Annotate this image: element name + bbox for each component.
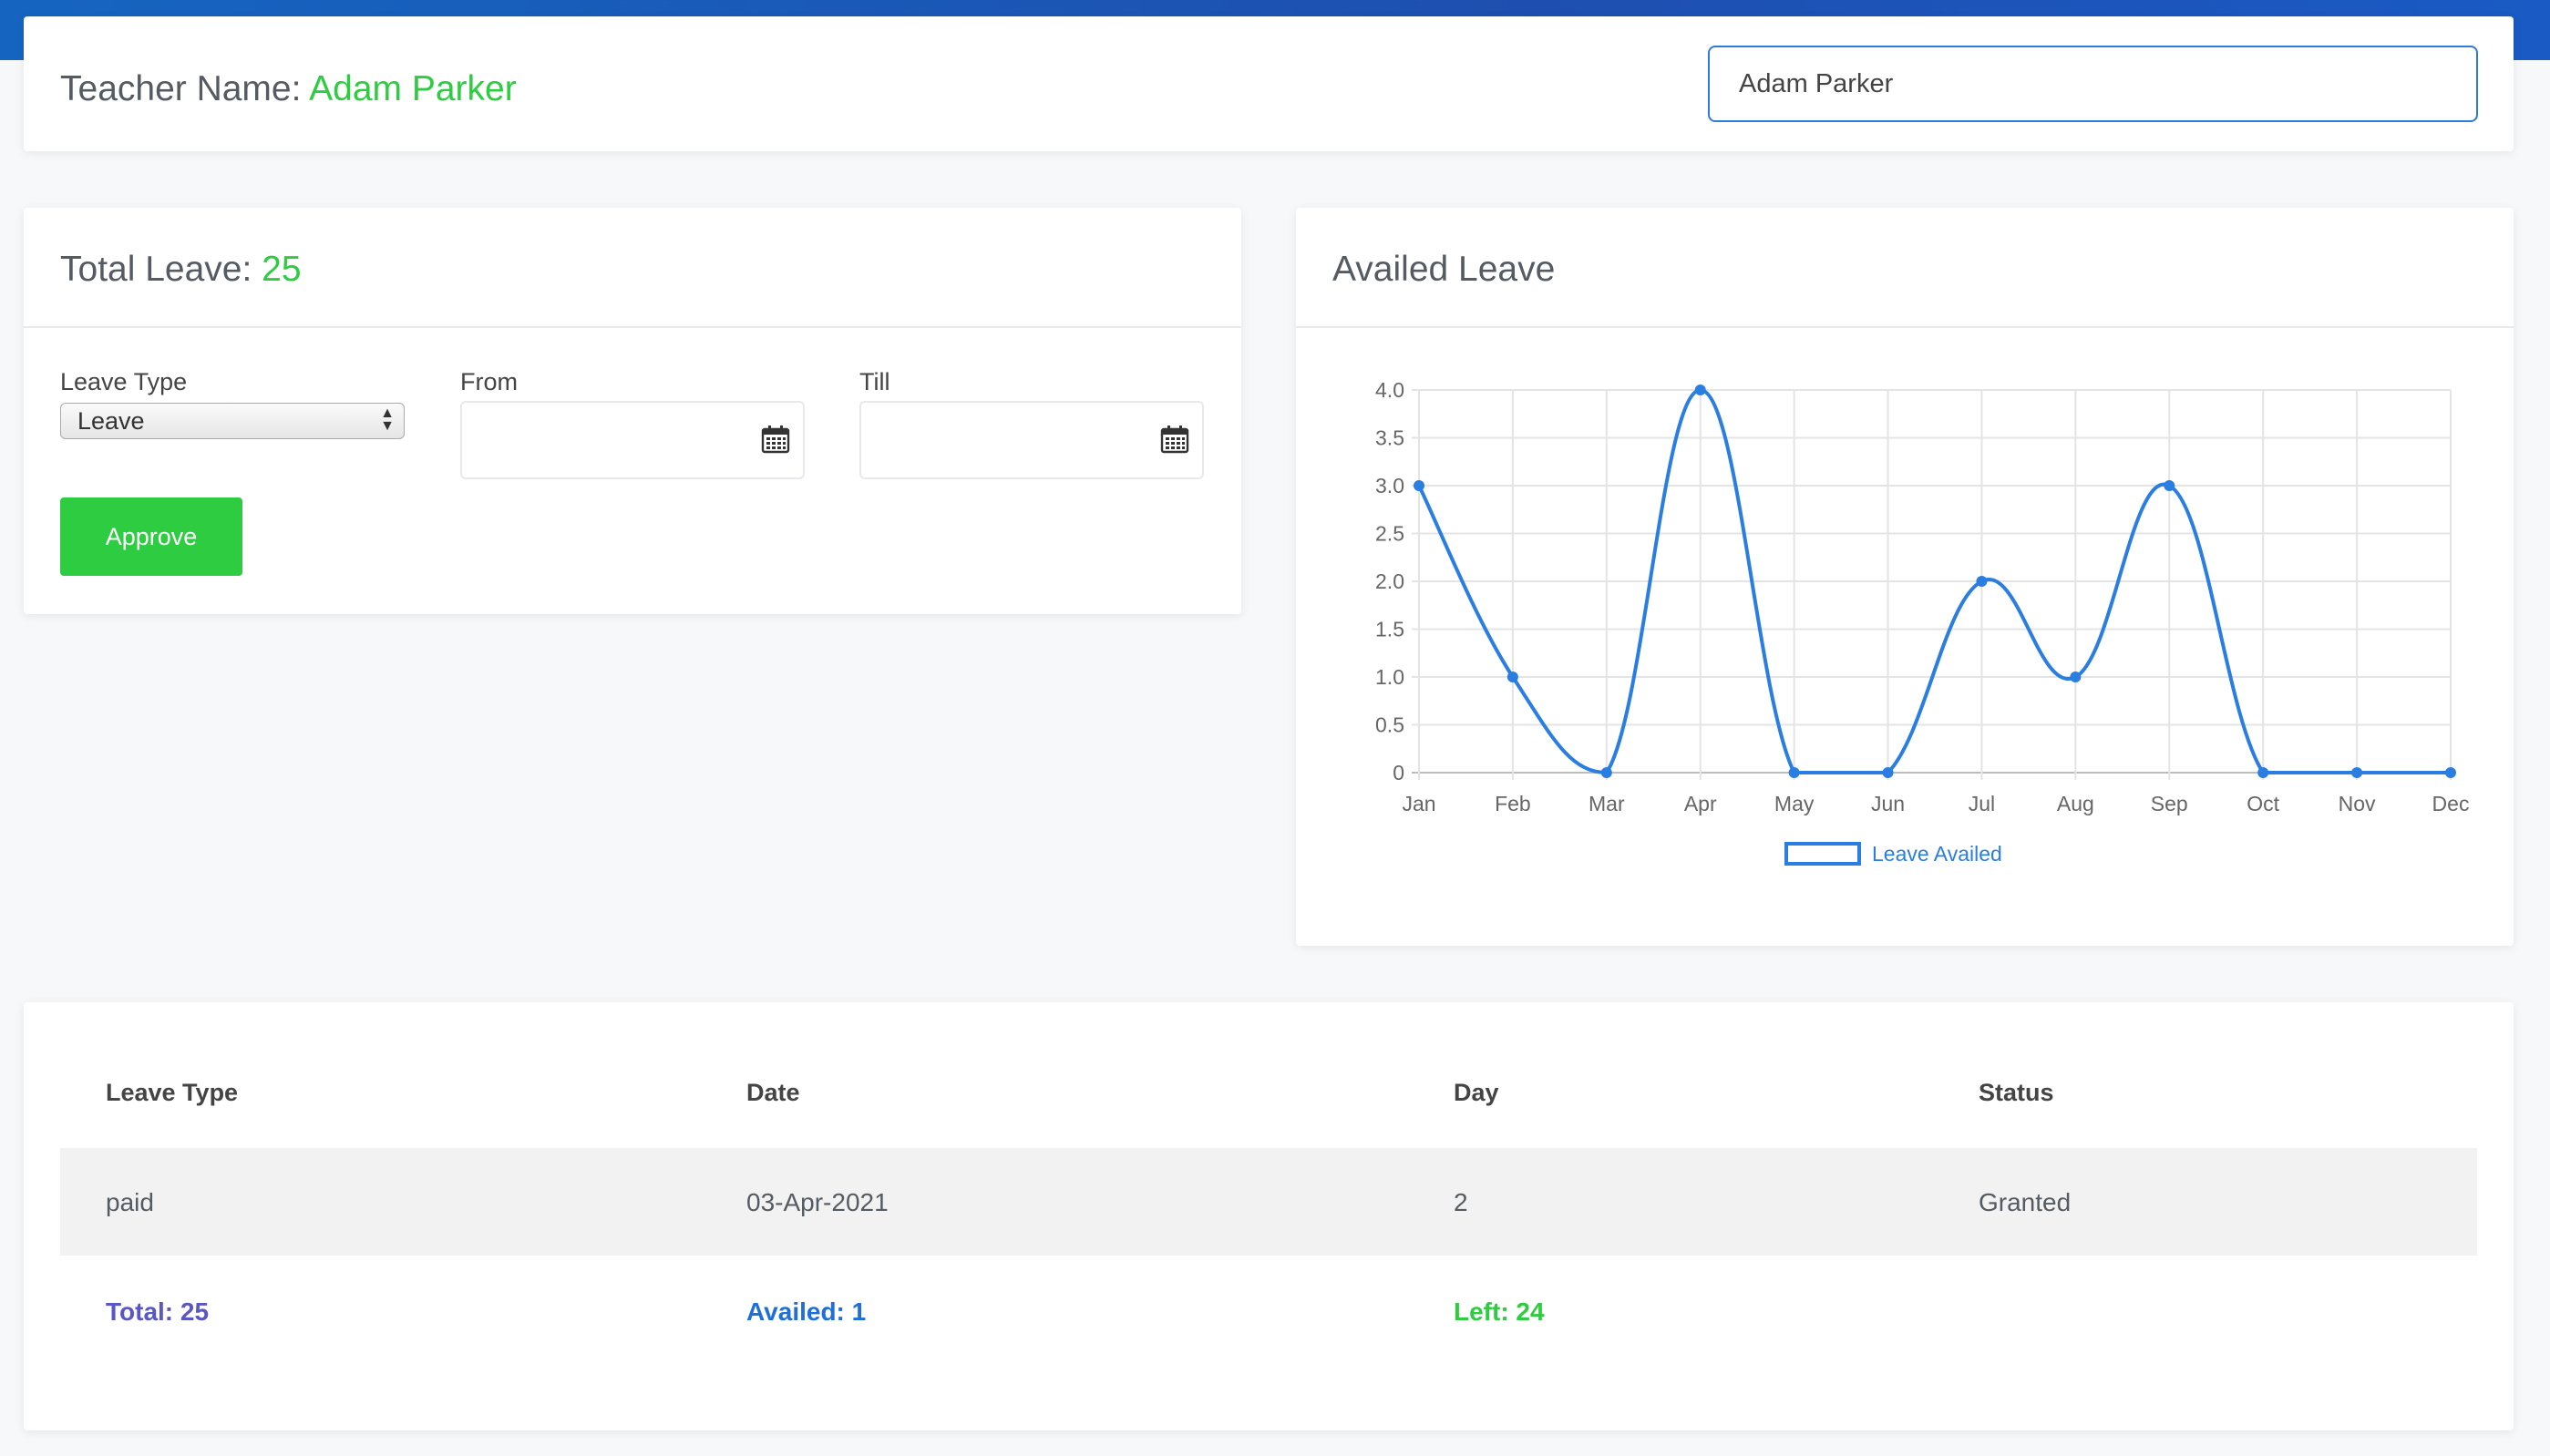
x-tick-label: Jun (1871, 792, 1905, 815)
y-tick-label: 1.5 (1375, 618, 1404, 641)
x-tick-label: Mar (1589, 792, 1625, 815)
x-tick-label: Aug (2057, 792, 2094, 815)
select-arrows-icon: ▲ ▼ (380, 405, 395, 434)
y-tick-label: 0.5 (1375, 713, 1404, 737)
table-row (60, 1148, 2477, 1256)
leave-type-select[interactable]: Leave ▲ ▼ (60, 403, 405, 439)
footer-total: Total: 25 (106, 1297, 210, 1326)
leave-type-label: Leave Type (60, 368, 188, 395)
footer-availed: Availed: 1 (746, 1297, 867, 1326)
x-tick-label: Jan (1402, 792, 1435, 815)
total-leave-title: Total Leave: 25 (60, 250, 302, 290)
leave-type-value: Leave (77, 407, 145, 435)
data-point (1788, 767, 1800, 778)
x-tick-label: Dec (2432, 792, 2470, 815)
column-header-status: Status (1979, 1079, 2054, 1106)
x-tick-label: May (1774, 792, 1815, 815)
availed-leave-chart: 0 0.5 1.0 1.5 2.0 2.5 3.0 3.5 4.0 Jan Feb Mar Apr May… (1375, 378, 2470, 866)
legend-swatch (1784, 842, 1861, 866)
cell-day: 2 (1454, 1188, 1468, 1216)
calendar-icon[interactable] (1160, 425, 1189, 454)
data-point (1694, 385, 1706, 395)
calendar-icon[interactable] (761, 425, 790, 454)
cell-status: Granted (1979, 1188, 2072, 1216)
from-date-input[interactable] (460, 401, 805, 479)
y-tick-label: 1.0 (1375, 665, 1404, 689)
availed-leave-card: Availed Leave 0 0.5 1.0 1.5 2.0 2.5 3.0 3.5 4.0 J… (1296, 208, 2514, 946)
y-tick-label: 4.0 (1375, 378, 1404, 402)
total-leave-value: 25 (262, 250, 302, 289)
teacher-search-input[interactable] (1708, 46, 2478, 122)
data-point (1882, 767, 1894, 778)
from-label: From (460, 368, 518, 395)
total-leave-label: Total Leave: (60, 250, 262, 289)
chart-title: Availed Leave (1332, 250, 1556, 289)
y-tick-label: 0 (1393, 761, 1404, 784)
divider (24, 326, 1241, 328)
data-point (1414, 480, 1424, 491)
y-tick-label: 3.5 (1375, 426, 1404, 450)
leave-history-table: Leave Type Date Day Status paid 03-Apr-2… (24, 1002, 2514, 1430)
till-label: Till (859, 368, 890, 395)
data-point (2445, 767, 2456, 778)
data-point (2351, 767, 2363, 778)
y-tick-label: 2.0 (1375, 569, 1404, 593)
legend-label: Leave Availed (1872, 842, 2002, 866)
y-tick-label: 2.5 (1375, 522, 1404, 546)
x-tick-label: Jul (1969, 792, 1995, 815)
x-tick-label: Apr (1684, 792, 1717, 815)
teacher-header-card: Teacher Name: Adam Parker (24, 16, 2514, 151)
data-point (1600, 767, 1612, 778)
x-tick-label: Oct (2247, 792, 2279, 815)
footer-left: Left: 24 (1454, 1297, 1545, 1326)
teacher-label: Teacher Name: (60, 69, 310, 108)
data-point (2070, 672, 2082, 682)
x-tick-label: Feb (1495, 792, 1531, 815)
data-point (2257, 767, 2269, 778)
column-header-leave-type: Leave Type (106, 1079, 239, 1106)
teacher-title: Teacher Name: Adam Parker (60, 69, 517, 109)
column-header-day: Day (1454, 1079, 1499, 1106)
x-tick-label: Nov (2339, 792, 2376, 815)
data-point (1506, 672, 1518, 682)
approve-button[interactable]: Approve (60, 497, 242, 576)
teacher-name: Adam Parker (309, 69, 517, 108)
cell-leave-type: paid (106, 1188, 154, 1216)
divider (1296, 326, 2514, 328)
column-header-date: Date (746, 1079, 800, 1106)
data-point (2164, 480, 2175, 491)
y-tick-label: 3.0 (1375, 474, 1404, 497)
x-tick-label: Sep (2151, 792, 2188, 815)
data-point (1976, 576, 1988, 587)
cell-date: 03-Apr-2021 (746, 1188, 889, 1216)
leave-form-card: Total Leave: 25 Leave Type Leave ▲ ▼ From… (24, 208, 1241, 614)
till-date-input[interactable] (859, 401, 1204, 479)
